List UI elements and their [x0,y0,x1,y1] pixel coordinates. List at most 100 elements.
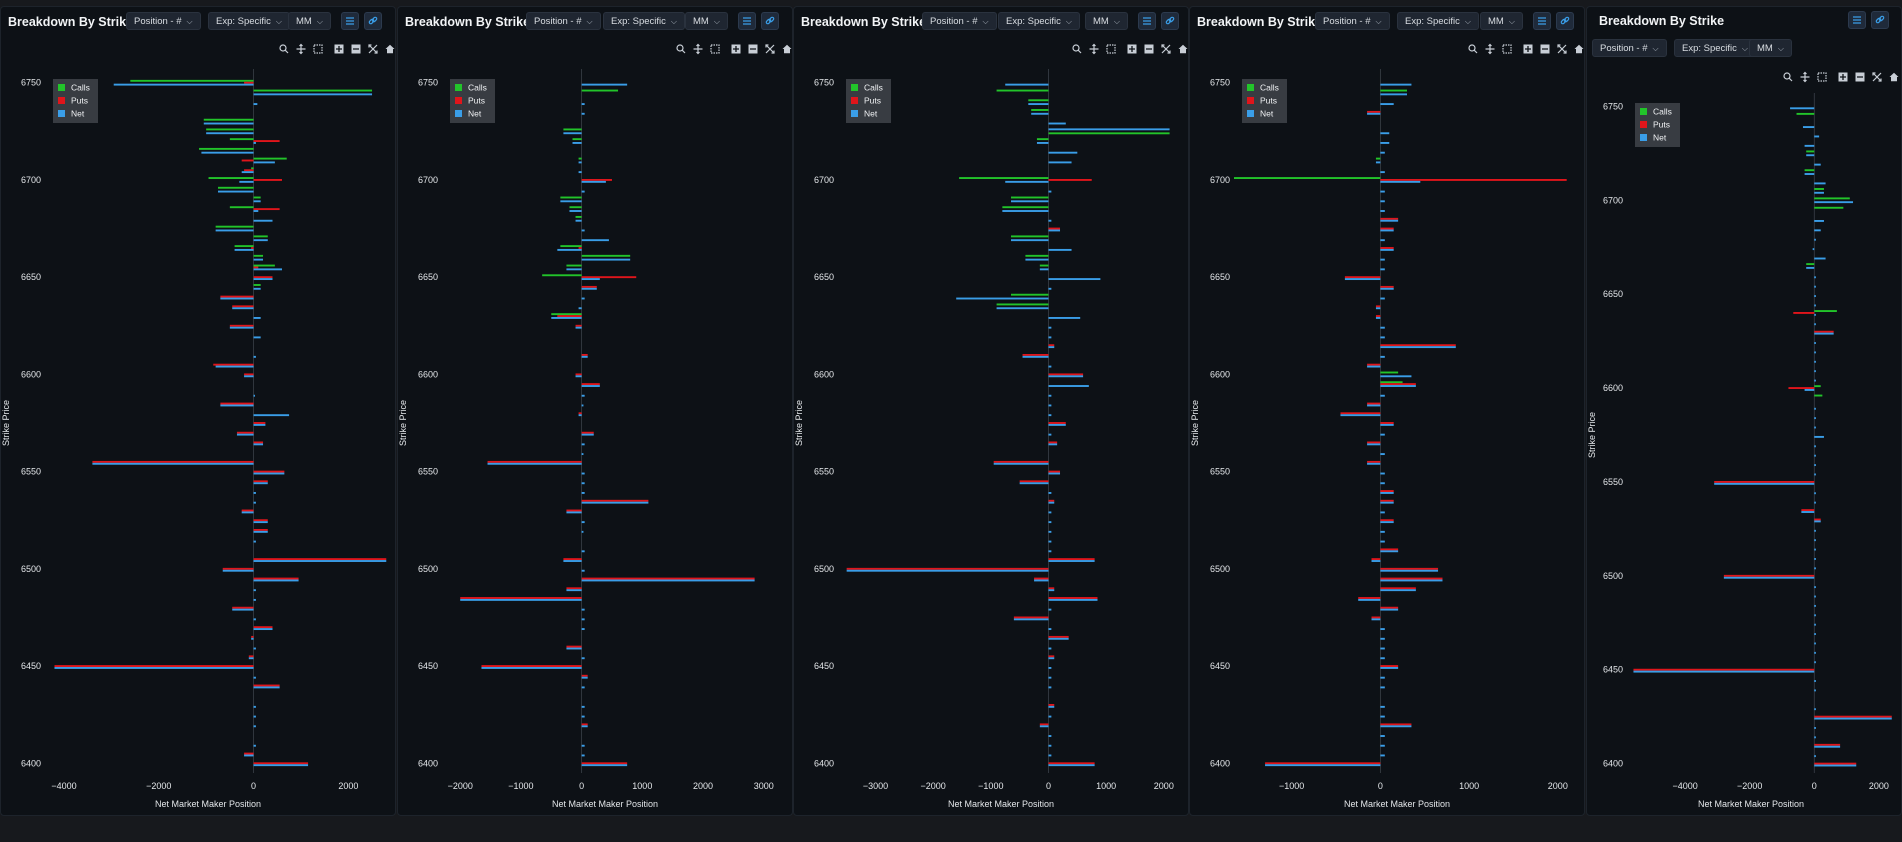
strike-breakdown-chart[interactable]: 6400 6450 6500 6550 6600 6650 6700 6750 −4000 −20… [1587,7,1901,815]
legend-puts[interactable]: Puts [1640,120,1670,130]
expiration-select[interactable]: Exp: Specific ⌵ [1397,12,1479,30]
x-tick-label: −2000 [146,781,171,791]
position-select[interactable]: Position - # ⌵ [126,12,201,30]
box-select-icon[interactable] [1817,72,1827,82]
settings-button[interactable] [1138,12,1156,30]
legend-puts[interactable]: Puts [1247,96,1277,106]
link-button[interactable] [1556,12,1574,30]
box-select-icon[interactable] [1106,44,1116,54]
home-icon[interactable] [385,44,395,54]
autoscale-icon[interactable] [1161,44,1171,54]
expiration-select[interactable]: Exp: Specific ⌵ [208,12,290,30]
position-select[interactable]: Position - # ⌵ [922,12,997,30]
zoom-out-icon[interactable] [1540,44,1550,54]
mode-select[interactable]: MM ⌵ [685,12,728,30]
settings-button[interactable] [1848,11,1866,29]
pan-icon[interactable] [1485,43,1495,55]
select-label: Exp: Specific [1006,16,1061,27]
legend-swatch [1640,108,1647,115]
legend-calls[interactable]: Calls [58,83,90,93]
legend-swatch [455,110,462,117]
home-icon[interactable] [1178,44,1188,54]
net-bar [201,151,254,154]
zoom-in-icon[interactable] [334,44,344,54]
net-bar [581,521,585,524]
mode-select[interactable]: MM ⌵ [1480,12,1523,30]
zoom-in-icon[interactable] [1127,44,1137,54]
net-bar [581,715,585,718]
legend-calls[interactable]: Calls [1247,83,1279,93]
net-bar [1048,764,1095,767]
legend-swatch [851,97,858,104]
position-select[interactable]: Position - # ⌵ [526,12,601,30]
zoom-out-icon[interactable] [1855,72,1865,82]
legend-net[interactable]: Net [851,109,878,119]
net-bar [1380,297,1385,300]
pan-icon[interactable] [1800,71,1810,83]
legend-net[interactable]: Net [455,109,482,119]
position-select[interactable]: Position - # ⌵ [1592,39,1667,57]
puts-bar [1022,353,1049,356]
calls-bar [1814,310,1837,312]
zoom-icon[interactable] [1072,44,1082,54]
home-icon[interactable] [782,44,792,54]
zoom-in-icon[interactable] [1838,72,1848,82]
settings-button[interactable] [341,12,359,30]
zoom-icon[interactable] [676,44,686,54]
link-button[interactable] [364,12,382,30]
link-button[interactable] [1161,12,1179,30]
legend-net[interactable]: Net [1247,109,1274,119]
zoom-out-icon[interactable] [1144,44,1154,54]
legend-puts[interactable]: Puts [58,96,88,106]
zoom-icon[interactable] [1783,72,1793,82]
zoom-out-icon[interactable] [748,44,758,54]
pan-icon[interactable] [296,43,306,55]
legend-puts[interactable]: Puts [455,96,485,106]
strike-breakdown-chart[interactable]: 6400 6450 6500 6550 6600 6650 6700 6750 −4000 −20… [1,7,395,815]
autoscale-icon[interactable] [765,44,775,54]
pan-icon[interactable] [693,43,703,55]
autoscale-icon[interactable] [1557,44,1567,54]
autoscale-icon[interactable] [368,44,378,54]
strike-breakdown-chart[interactable]: 6400 6450 6500 6550 6600 6650 6700 6750 −3000 −20… [794,7,1188,815]
zoom-out-icon[interactable] [351,44,361,54]
puts-bar [1380,499,1394,502]
autoscale-icon[interactable] [1872,72,1882,82]
mode-select[interactable]: MM ⌵ [1749,39,1792,57]
mode-select[interactable]: MM ⌵ [288,12,331,30]
net-bar [1814,501,1816,504]
legend-calls[interactable]: Calls [455,83,487,93]
strike-breakdown-chart[interactable]: 6400 6450 6500 6550 6600 6650 6700 6750 −2000 −10… [398,7,792,815]
select-label: Position - # [930,16,978,27]
y-tick-label: 6450 [1603,665,1623,675]
expiration-select[interactable]: Exp: Specific ⌵ [603,12,685,30]
position-select[interactable]: Position - # ⌵ [1315,12,1390,30]
legend-net[interactable]: Net [1640,133,1667,143]
zoom-in-icon[interactable] [1523,44,1533,54]
box-select-icon[interactable] [710,44,720,54]
calls-bar [575,215,582,218]
settings-button[interactable] [738,12,756,30]
settings-button[interactable] [1533,12,1551,30]
puts-bar [220,402,254,405]
net-bar [239,180,254,183]
zoom-icon[interactable] [279,44,289,54]
mode-select[interactable]: MM ⌵ [1085,12,1128,30]
puts-bar [1340,412,1381,415]
link-button[interactable] [761,12,779,30]
zoom-icon[interactable] [1468,44,1478,54]
link-button[interactable] [1871,11,1889,29]
zoom-in-icon[interactable] [731,44,741,54]
pan-icon[interactable] [1089,43,1099,55]
box-select-icon[interactable] [1502,44,1512,54]
legend-net[interactable]: Net [58,109,85,119]
home-icon[interactable] [1889,72,1899,82]
legend-calls[interactable]: Calls [851,83,883,93]
puts-bar [253,208,280,211]
home-icon[interactable] [1574,44,1584,54]
legend-calls[interactable]: Calls [1640,107,1672,117]
box-select-icon[interactable] [313,44,323,54]
strike-breakdown-chart[interactable]: 6400 6450 6500 6550 6600 6650 6700 6750 −1000 0 10… [1190,7,1584,815]
expiration-select[interactable]: Exp: Specific ⌵ [998,12,1080,30]
legend-puts[interactable]: Puts [851,96,881,106]
